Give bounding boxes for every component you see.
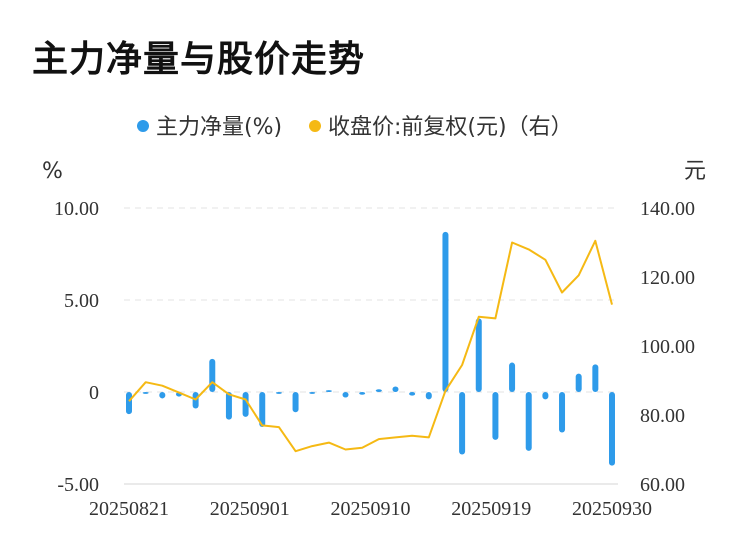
price-line [128, 239, 613, 453]
bar [492, 392, 499, 440]
bar [559, 392, 566, 433]
bar [225, 392, 232, 420]
legend-marker-bar [137, 120, 149, 132]
bar [342, 392, 349, 398]
x-tick-label: 20250930 [572, 498, 652, 520]
bar [542, 392, 549, 400]
bar [425, 392, 432, 400]
bar [525, 392, 532, 451]
bar [575, 373, 582, 392]
bar [392, 386, 399, 392]
bar [509, 362, 516, 392]
right-tick-label: 140.00 [640, 198, 695, 220]
bar [126, 392, 132, 415]
legend-label-bar: 主力净量(%) [156, 115, 282, 140]
legend-label-line: 收盘价:前复权(元)（右） [328, 115, 573, 140]
bar [609, 392, 615, 466]
x-tick-label: 20250821 [89, 498, 169, 520]
left-tick-label: 10.00 [54, 198, 99, 220]
right-tick-label: 60.00 [640, 474, 685, 496]
right-tick-label: 120.00 [640, 267, 695, 289]
right-tick-label: 80.00 [640, 405, 685, 427]
bar [375, 389, 382, 392]
bar [409, 392, 416, 396]
bar [475, 318, 482, 392]
right-axis-unit: 元 [684, 159, 706, 184]
bar [142, 392, 149, 394]
bar [292, 392, 299, 413]
bar [159, 392, 166, 399]
left-axis-unit: % [42, 159, 63, 184]
bar [209, 358, 216, 392]
bar [442, 231, 449, 392]
left-tick-label: 5.00 [64, 290, 99, 312]
x-tick-label: 20250910 [331, 498, 411, 520]
bar [359, 392, 366, 395]
bar [592, 364, 599, 392]
x-tick-label: 20250901 [210, 498, 290, 520]
bar [459, 392, 466, 455]
x-tick-label: 20250919 [451, 498, 531, 520]
bar [259, 392, 266, 427]
bar [325, 390, 332, 392]
left-tick-label: -5.00 [57, 474, 99, 496]
bar [275, 392, 282, 394]
legend-marker-line [309, 120, 321, 132]
right-tick-label: 100.00 [640, 336, 695, 358]
left-tick-label: 0 [89, 382, 99, 404]
bar [309, 392, 316, 394]
chart-title: 主力净量与股价走势 [32, 39, 366, 80]
